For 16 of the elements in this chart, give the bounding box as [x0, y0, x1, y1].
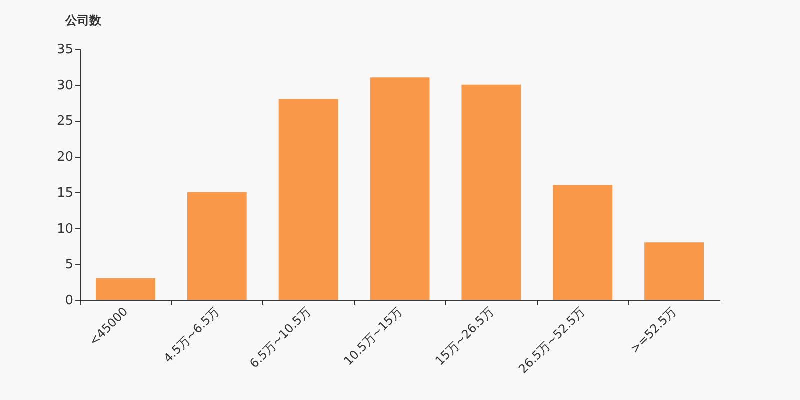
- y-tick-label: 25: [56, 114, 74, 130]
- bar: [278, 99, 338, 300]
- bar: [370, 78, 430, 300]
- y-tick-label: 35: [56, 42, 74, 58]
- y-tick-label: 0: [65, 294, 74, 308]
- bar: [187, 192, 247, 300]
- bar: [96, 278, 156, 300]
- y-tick-label: 20: [56, 150, 74, 166]
- y-axis-title: 公司数: [64, 14, 102, 28]
- y-tick-label: 10: [56, 222, 74, 237]
- bar: [644, 242, 704, 300]
- y-tick-label: 5: [65, 258, 74, 273]
- bar: [553, 185, 613, 300]
- y-tick-label: 15: [56, 186, 74, 201]
- y-tick-label: 30: [56, 78, 74, 94]
- bar: [462, 84, 522, 300]
